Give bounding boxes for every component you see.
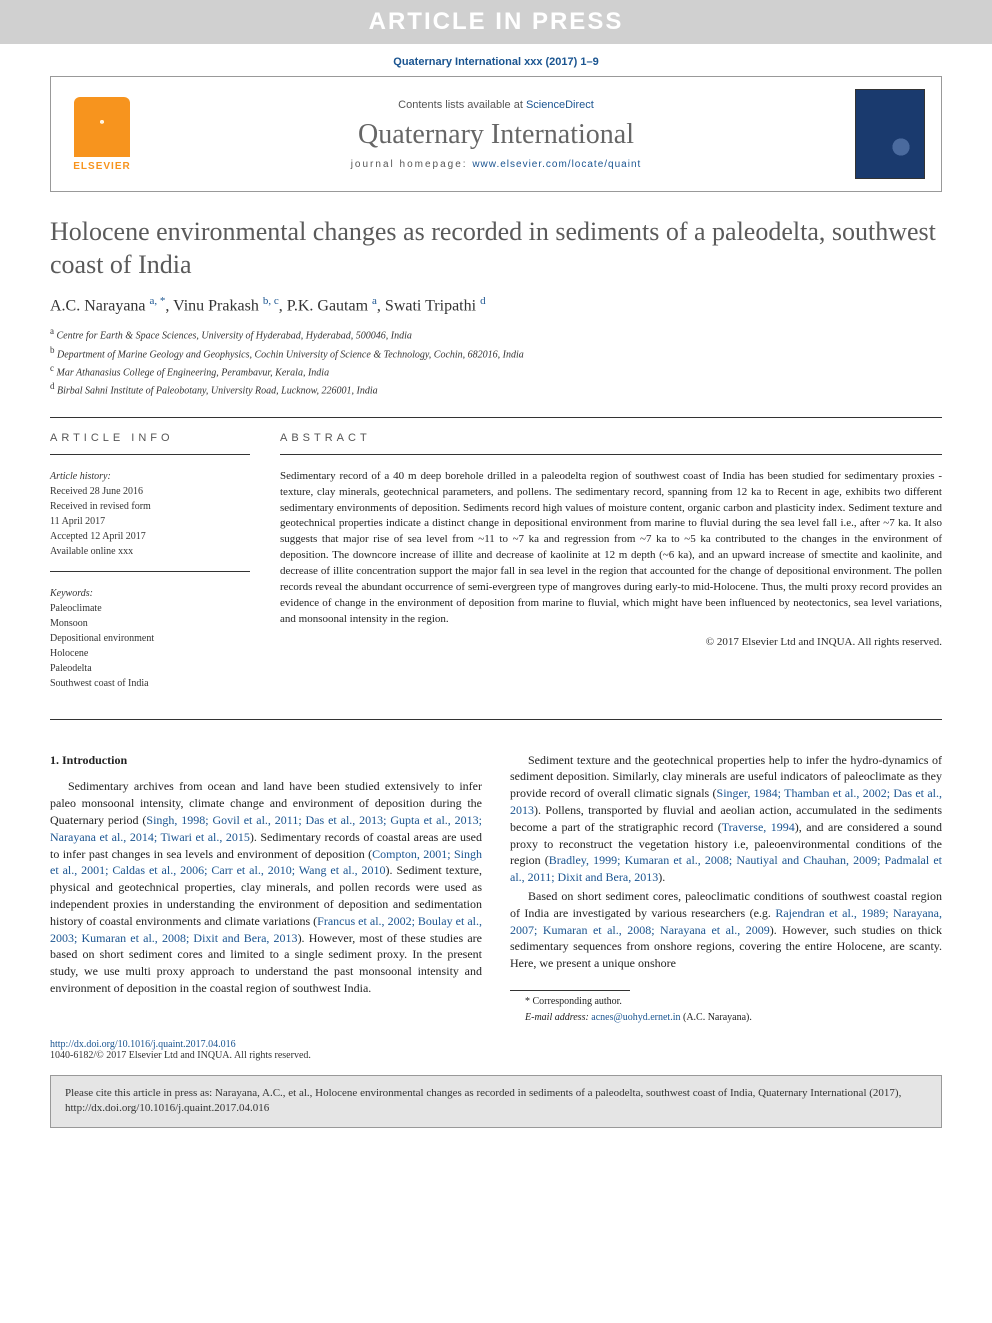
keyword: Paleodelta: [50, 661, 250, 676]
keyword: Depositional environment: [50, 631, 250, 646]
keyword: Monsoon: [50, 616, 250, 631]
email-link[interactable]: acnes@uohyd.ernet.in: [591, 1012, 680, 1023]
abstract-column: ABSTRACT Sedimentary record of a 40 m de…: [280, 432, 942, 691]
elsevier-logo: ELSEVIER: [67, 89, 137, 179]
affil-text: Department of Marine Geology and Geophys…: [55, 349, 524, 360]
journal-header: ELSEVIER Contents lists available at Sci…: [50, 76, 942, 192]
homepage-link[interactable]: www.elsevier.com/locate/quaint: [472, 159, 641, 170]
abstract-label: ABSTRACT: [280, 432, 942, 444]
email-suffix: (A.C. Narayana).: [680, 1012, 751, 1023]
affiliation: d Birbal Sahni Institute of Paleobotany,…: [50, 380, 942, 398]
info-abstract-row: ARTICLE INFO Article history: Received 2…: [50, 432, 942, 691]
article-title: Holocene environmental changes as record…: [50, 216, 942, 281]
elsevier-name: ELSEVIER: [73, 161, 130, 172]
divider: [280, 454, 942, 455]
doi-block: http://dx.doi.org/10.1016/j.quaint.2017.…: [50, 1039, 942, 1061]
corresponding-author-note: * Corresponding author.: [510, 995, 942, 1009]
body-paragraph: Sedimentary archives from ocean and land…: [50, 778, 482, 996]
author-sup: b, c: [263, 295, 279, 307]
journal-cover-thumbnail: [855, 89, 925, 179]
divider: [50, 571, 250, 572]
journal-reference: Quaternary International xxx (2017) 1–9: [0, 44, 992, 76]
article-history: Article history: Received 28 June 2016 R…: [50, 469, 250, 691]
affil-text: Birbal Sahni Institute of Paleobotany, U…: [55, 386, 378, 397]
history-accepted: Accepted 12 April 2017: [50, 529, 250, 544]
email-footnote: E-mail address: acnes@uohyd.ernet.in (A.…: [510, 1011, 942, 1025]
history-header: Article history:: [50, 469, 250, 484]
keyword: Holocene: [50, 646, 250, 661]
sciencedirect-link[interactable]: ScienceDirect: [526, 99, 594, 111]
affiliation: a Centre for Earth & Space Sciences, Uni…: [50, 325, 942, 343]
history-revised-date: 11 April 2017: [50, 514, 250, 529]
body-columns: 1. Introduction Sedimentary archives fro…: [50, 752, 942, 1025]
contents-available: Contents lists available at ScienceDirec…: [157, 99, 835, 111]
contents-prefix: Contents lists available at: [398, 99, 526, 111]
divider: [50, 454, 250, 455]
divider: [50, 719, 942, 720]
divider: [50, 417, 942, 418]
issn-line: 1040-6182/© 2017 Elsevier Ltd and INQUA.…: [50, 1050, 942, 1061]
affil-text: Mar Athanasius College of Engineering, P…: [54, 367, 329, 378]
history-received: Received 28 June 2016: [50, 484, 250, 499]
history-revised: Received in revised form: [50, 499, 250, 514]
journal-title: Quaternary International: [157, 119, 835, 151]
authors-list: A.C. Narayana a, *, Vinu Prakash b, c, P…: [50, 295, 942, 315]
keyword: Paleoclimate: [50, 601, 250, 616]
affil-text: Centre for Earth & Space Sciences, Unive…: [54, 331, 412, 342]
article-info: ARTICLE INFO Article history: Received 2…: [50, 432, 250, 691]
citation[interactable]: Traverse, 1994: [722, 820, 795, 834]
body-text: ).: [658, 870, 665, 884]
author: A.C. Narayana: [50, 297, 150, 314]
abstract-text: Sedimentary record of a 40 m deep boreho…: [280, 469, 942, 628]
article-in-press-banner: ARTICLE IN PRESS: [0, 0, 992, 44]
author-sup: d: [480, 295, 486, 307]
body-paragraph: Based on short sediment cores, paleoclim…: [510, 888, 942, 972]
keywords-header: Keywords:: [50, 586, 250, 601]
footnote-separator: [510, 990, 630, 991]
author: , Vinu Prakash: [165, 297, 262, 314]
homepage-prefix: journal homepage:: [351, 159, 473, 170]
elsevier-tree-icon: [74, 97, 130, 157]
citation-box: Please cite this article in press as: Na…: [50, 1075, 942, 1128]
citation[interactable]: Bradley, 1999; Kumaran et al., 2008; Nau…: [510, 853, 942, 884]
history-online: Available online xxx: [50, 544, 250, 559]
journal-homepage: journal homepage: www.elsevier.com/locat…: [157, 159, 835, 170]
doi-link[interactable]: http://dx.doi.org/10.1016/j.quaint.2017.…: [50, 1039, 942, 1050]
author: , P.K. Gautam: [279, 297, 372, 314]
section-heading: 1. Introduction: [50, 752, 482, 769]
affiliation: c Mar Athanasius College of Engineering,…: [50, 362, 942, 380]
header-center: Contents lists available at ScienceDirec…: [157, 99, 835, 170]
author: , Swati Tripathi: [377, 297, 480, 314]
email-label: E-mail address:: [525, 1012, 591, 1023]
affiliations: a Centre for Earth & Space Sciences, Uni…: [50, 325, 942, 398]
keyword: Southwest coast of India: [50, 676, 250, 691]
copyright: © 2017 Elsevier Ltd and INQUA. All right…: [280, 636, 942, 648]
article-info-label: ARTICLE INFO: [50, 432, 250, 444]
body-paragraph: Sediment texture and the geotechnical pr…: [510, 752, 942, 886]
affiliation: b Department of Marine Geology and Geoph…: [50, 344, 942, 362]
author-sup: a, *: [150, 295, 166, 307]
